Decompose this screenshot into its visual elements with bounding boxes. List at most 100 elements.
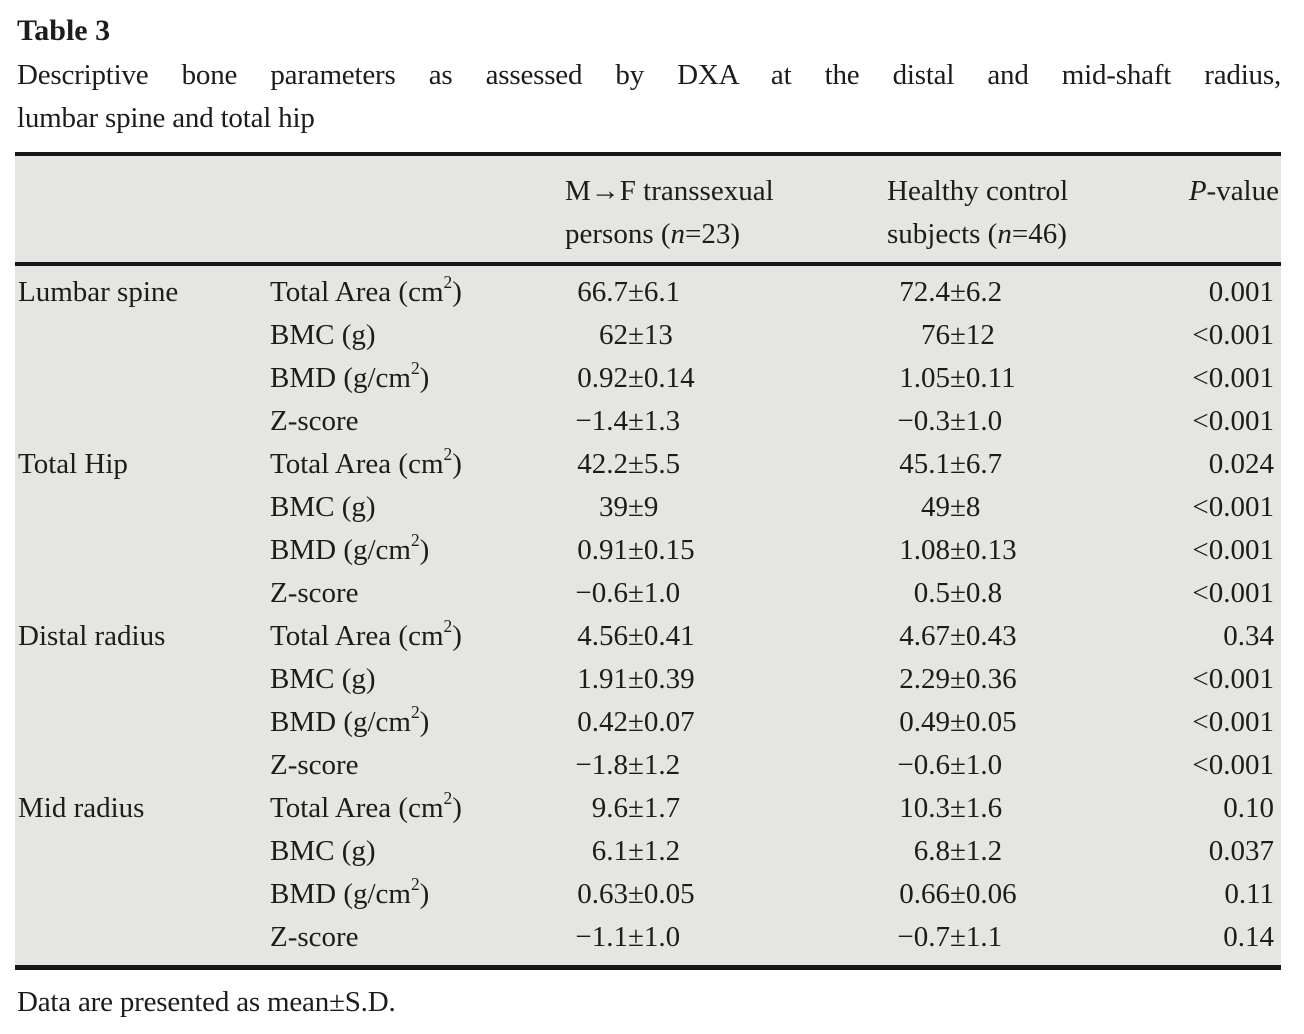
transsexual-value: 1.91 ±0.39 bbox=[565, 658, 887, 701]
superscript: 2 bbox=[443, 272, 453, 293]
p-value: 0.001 bbox=[1208, 276, 1274, 308]
p-value: 0.34 bbox=[1223, 620, 1274, 652]
table-row: BMD (g/cm2) 0.63 ±0.05 0.66 ±0.06 0.11 bbox=[15, 873, 1281, 916]
control-value: −0.7 ±1.1 bbox=[887, 916, 1172, 959]
plus-minus: ± bbox=[950, 577, 966, 609]
superscript: 2 bbox=[443, 616, 453, 637]
parameter-label: BMC (g) bbox=[270, 491, 376, 523]
plus-minus: ± bbox=[628, 319, 644, 351]
transsexual-value: 0.92 ±0.14 bbox=[565, 357, 887, 400]
transsexual-value: 9.6 ±1.7 bbox=[565, 787, 887, 830]
p-value: 0.024 bbox=[1208, 448, 1274, 480]
region-label bbox=[15, 357, 270, 400]
caption-line-1: Descriptive bone parameters as assessed … bbox=[17, 59, 1281, 91]
transsexual-value: 4.56 ±0.41 bbox=[565, 615, 887, 658]
plus-minus: ± bbox=[628, 362, 644, 394]
table-row: Z-score −1.1 ±1.0 −0.7 ±1.1 0.14 bbox=[15, 916, 1281, 959]
p-value: 0.14 bbox=[1223, 921, 1274, 953]
table-row: BMD (g/cm2) 0.92 ±0.14 1.05 ±0.11 <0.001 bbox=[15, 357, 1281, 400]
superscript: 2 bbox=[443, 444, 453, 465]
plus-minus: ± bbox=[628, 878, 644, 910]
superscript: 2 bbox=[443, 788, 453, 809]
plus-minus: ± bbox=[628, 491, 644, 523]
p-value: <0.001 bbox=[1192, 534, 1274, 566]
control-value: 0.5 ±0.8 bbox=[887, 572, 1172, 615]
transsexual-value: −1.4 ±1.3 bbox=[565, 400, 887, 443]
italic-n: n bbox=[670, 218, 686, 250]
table-caption: Descriptive bone parameters as assessed … bbox=[17, 54, 1281, 140]
p-value: <0.001 bbox=[1192, 362, 1274, 394]
table-row: Mid radius Total Area (cm2) 9.6 ±1.7 10.3… bbox=[15, 787, 1281, 830]
plus-minus: ± bbox=[950, 491, 966, 523]
p-value: 0.10 bbox=[1223, 792, 1274, 824]
parameter-label: Total Area (cm2) bbox=[270, 616, 462, 652]
caption-line-2: lumbar spine and total hip bbox=[17, 102, 315, 134]
region-label: Distal radius bbox=[18, 620, 166, 652]
header-transsexual-group: M→F transsexual persons (n=23) bbox=[565, 170, 887, 256]
control-value: 0.66 ±0.06 bbox=[887, 873, 1172, 916]
plus-minus: ± bbox=[628, 448, 644, 480]
plus-minus: ± bbox=[950, 792, 966, 824]
table-row: BMD (g/cm2) 0.91 ±0.15 1.08 ±0.13 <0.001 bbox=[15, 529, 1281, 572]
transsexual-value: 0.91 ±0.15 bbox=[565, 529, 887, 572]
parameter-label: BMD (g/cm2) bbox=[270, 874, 430, 910]
region-label bbox=[15, 486, 270, 529]
table-row: BMC (g) 6.1 ±1.2 6.8 ±1.2 0.037 bbox=[15, 830, 1281, 873]
table-row: BMC (g) 62 ±13 76 ±12 <0.001 bbox=[15, 314, 1281, 357]
header-group2-line1: Healthy control bbox=[887, 175, 1069, 207]
region-label bbox=[15, 658, 270, 701]
parameter-label: Z-score bbox=[270, 749, 359, 781]
superscript: 2 bbox=[410, 702, 420, 723]
control-value: −0.6 ±1.0 bbox=[887, 744, 1172, 787]
p-value: <0.001 bbox=[1192, 577, 1274, 609]
parameter-label: Z-score bbox=[270, 577, 359, 609]
plus-minus: ± bbox=[950, 534, 966, 566]
plus-minus: ± bbox=[950, 405, 966, 437]
parameter-label: BMC (g) bbox=[270, 663, 376, 695]
table-row: BMC (g) 1.91 ±0.39 2.29 ±0.36 <0.001 bbox=[15, 658, 1281, 701]
region-label bbox=[15, 873, 270, 916]
parameter-label: Total Area (cm2) bbox=[270, 788, 462, 824]
control-value: 45.1 ±6.7 bbox=[887, 443, 1172, 486]
data-table: M→F transsexual persons (n=23) Healthy c… bbox=[15, 152, 1281, 970]
plus-minus: ± bbox=[628, 577, 644, 609]
p-value: <0.001 bbox=[1192, 405, 1274, 437]
plus-minus: ± bbox=[628, 276, 644, 308]
p-value: <0.001 bbox=[1192, 663, 1274, 695]
transsexual-value: −1.1 ±1.0 bbox=[565, 916, 887, 959]
control-value: 4.67 ±0.43 bbox=[887, 615, 1172, 658]
table-row: Z-score −1.4 ±1.3 −0.3 ±1.0 <0.001 bbox=[15, 400, 1281, 443]
parameter-label: BMD (g/cm2) bbox=[270, 530, 430, 566]
plus-minus: ± bbox=[950, 663, 966, 695]
plus-minus: ± bbox=[628, 534, 644, 566]
parameter-label: Z-score bbox=[270, 921, 359, 953]
region-label bbox=[15, 701, 270, 744]
region-label bbox=[15, 916, 270, 959]
control-value: 6.8 ±1.2 bbox=[887, 830, 1172, 873]
p-value: <0.001 bbox=[1192, 706, 1274, 738]
table-footnote: Data are presented as mean±S.D. bbox=[17, 986, 396, 1018]
plus-minus: ± bbox=[950, 878, 966, 910]
table-bottom-rule bbox=[15, 965, 1281, 970]
parameter-label: Total Area (cm2) bbox=[270, 272, 462, 308]
plus-minus: ± bbox=[950, 276, 966, 308]
table-row: Total Hip Total Area (cm2) 42.2 ±5.5 45.1… bbox=[15, 443, 1281, 486]
table-body: Lumbar spine Total Area (cm2) 66.7 ±6.1 7… bbox=[15, 266, 1281, 965]
header-p-value: P-value bbox=[1188, 175, 1279, 207]
plus-minus: ± bbox=[628, 792, 644, 824]
header-group2-line2: subjects (n=46) bbox=[887, 218, 1067, 250]
plus-minus: ± bbox=[950, 921, 966, 953]
p-value: <0.001 bbox=[1192, 749, 1274, 781]
transsexual-value: 0.42 ±0.07 bbox=[565, 701, 887, 744]
control-value: 72.4 ±6.2 bbox=[887, 271, 1172, 314]
table-row: Z-score −1.8 ±1.2 −0.6 ±1.0 <0.001 bbox=[15, 744, 1281, 787]
control-value: −0.3 ±1.0 bbox=[887, 400, 1172, 443]
region-label bbox=[15, 314, 270, 357]
plus-minus: ± bbox=[628, 835, 644, 867]
parameter-label: BMD (g/cm2) bbox=[270, 358, 430, 394]
header-spacer-region bbox=[15, 170, 270, 256]
superscript: 2 bbox=[410, 530, 420, 551]
parameter-label: Total Area (cm2) bbox=[270, 444, 462, 480]
superscript: 2 bbox=[410, 358, 420, 379]
